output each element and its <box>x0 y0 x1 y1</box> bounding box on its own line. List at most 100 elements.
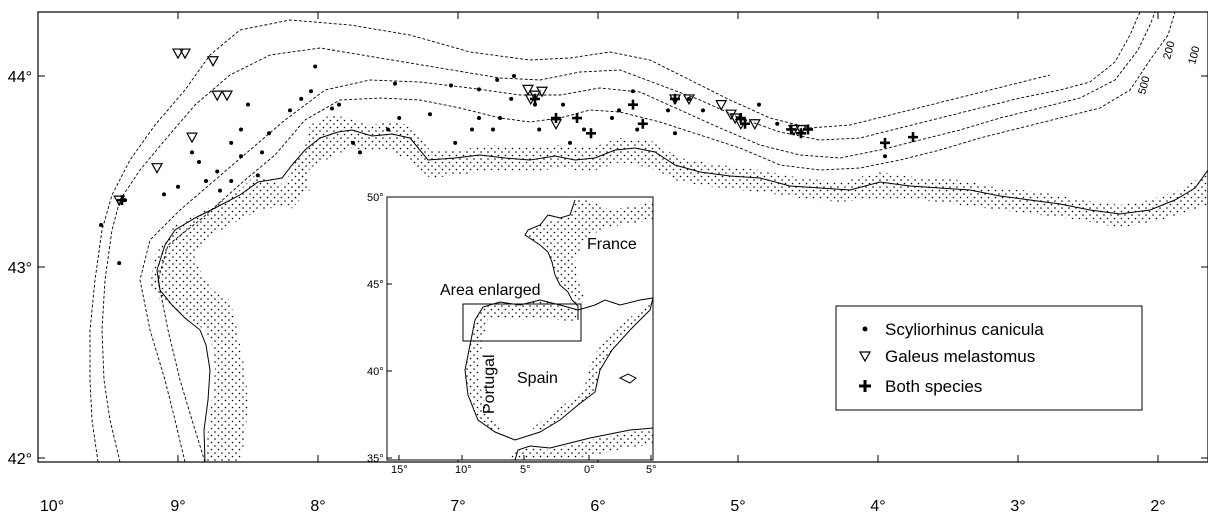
station-scyliorhinus <box>176 184 180 189</box>
x-tick-label: 8° <box>310 498 325 515</box>
station-both-species <box>572 113 582 124</box>
isobath-label-100: 100 <box>1186 45 1202 66</box>
inset-frame <box>386 196 654 461</box>
station-both-species <box>117 195 127 206</box>
station-both-species <box>637 118 648 129</box>
station-both-species <box>880 137 890 148</box>
isobath-200 <box>139 11 1156 463</box>
isobath-label-500: 500 <box>1136 75 1152 96</box>
station-scyliorhinus <box>428 112 432 117</box>
station-galeus <box>220 90 234 102</box>
station-galeus <box>521 84 535 96</box>
inset-stipple-east <box>532 298 653 432</box>
inset-y-label: 45° <box>367 279 384 291</box>
station-galeus <box>715 100 728 111</box>
y-tick-label: 43° <box>8 260 32 277</box>
station-both-species <box>551 113 561 124</box>
inset-label-spain: Spain <box>517 370 558 387</box>
station-scyliorhinus <box>495 77 500 82</box>
station-scyliorhinus <box>313 64 318 69</box>
legend-box <box>835 305 1143 411</box>
x-tick-label: 6° <box>590 498 605 515</box>
station-scyliorhinus <box>757 102 761 107</box>
station-scyliorhinus <box>687 96 691 101</box>
station-scyliorhinus <box>260 150 264 155</box>
station-scyliorhinus <box>561 102 565 107</box>
station-symbols <box>99 48 918 266</box>
station-scyliorhinus <box>239 127 243 132</box>
station-galeus <box>178 48 192 60</box>
inset-x-label: 15° <box>391 464 408 476</box>
station-both-species <box>740 118 750 129</box>
inset-stipple-west <box>465 307 502 432</box>
inset-label-portugal: Portugal <box>481 354 498 414</box>
inset-y-label: 40° <box>367 366 384 378</box>
station-both-species <box>530 93 540 104</box>
station-galeus <box>724 109 738 121</box>
station-scyliorhinus <box>190 150 194 155</box>
inset-ticks <box>387 196 652 460</box>
station-scyliorhinus <box>449 83 453 88</box>
station-scyliorhinus <box>386 127 390 132</box>
station-scyliorhinus <box>498 116 502 121</box>
station-scyliorhinus <box>215 169 220 174</box>
station-both-species <box>670 93 680 104</box>
station-both-species <box>786 124 797 135</box>
station-scyliorhinus <box>229 140 234 145</box>
station-scyliorhinus <box>267 131 271 136</box>
station-scyliorhinus <box>453 140 458 145</box>
y-axis <box>38 75 1208 459</box>
inset-x-label: 5° <box>520 464 531 476</box>
station-scyliorhinus <box>610 116 614 121</box>
station-galeus <box>171 48 185 60</box>
station-scyliorhinus <box>393 81 397 86</box>
station-scyliorhinus <box>299 96 304 101</box>
inset-balearic-islands <box>618 373 637 384</box>
station-galeus <box>211 90 224 102</box>
station-galeus <box>185 132 199 144</box>
station-both-species <box>628 99 638 110</box>
y-tick-label: 42° <box>8 451 32 468</box>
legend-label-galeus: Galeus melastomus <box>885 347 1035 366</box>
station-scyliorhinus <box>617 108 621 113</box>
shelf-band-north <box>290 115 1208 228</box>
station-scyliorhinus <box>537 127 542 132</box>
station-scyliorhinus <box>491 127 495 132</box>
inset-africa-coast <box>514 427 654 461</box>
inset-label-france: France <box>587 236 637 253</box>
legend-cross-symbol <box>859 380 871 392</box>
x-tick-label: 2° <box>1150 498 1165 515</box>
isobath-500 <box>101 11 1141 463</box>
station-scyliorhinus <box>673 131 677 136</box>
station-both-species <box>735 113 746 124</box>
x-tick-label: 3° <box>1010 498 1025 515</box>
legend-label-scyliorhinus: Scyliorhinus canicula <box>885 320 1044 339</box>
station-scyliorhinus <box>568 140 572 145</box>
x-tick-label: 10° <box>40 498 64 515</box>
legend-dot-symbol <box>862 326 868 332</box>
x-tick-label: 5° <box>730 498 745 515</box>
station-scyliorhinus <box>512 74 516 78</box>
station-scyliorhinus <box>666 108 670 113</box>
inset-y-label: 35° <box>367 453 384 465</box>
station-scyliorhinus <box>197 159 201 164</box>
legend-triangle-symbol <box>858 351 872 363</box>
isobath-labels: 500 200 100 <box>1136 40 1202 96</box>
station-galeus <box>206 56 220 67</box>
station-scyliorhinus <box>246 102 250 107</box>
station-scyliorhinus <box>218 188 222 193</box>
station-scyliorhinus <box>477 116 481 121</box>
isobath-100 <box>157 11 1176 463</box>
inset-x-label: 10° <box>455 464 472 476</box>
station-scyliorhinus <box>635 127 640 132</box>
station-scyliorhinus <box>509 96 514 101</box>
station-galeus <box>528 90 542 102</box>
station-scyliorhinus <box>204 179 208 184</box>
x-tick-label: 7° <box>450 498 465 515</box>
isobath-label-200: 200 <box>1161 40 1177 61</box>
inset-label-area-enlarged: Area enlarged <box>440 282 541 299</box>
inset-x-label: 5° <box>646 464 657 476</box>
station-scyliorhinus <box>288 108 292 113</box>
station-both-species <box>586 128 596 139</box>
